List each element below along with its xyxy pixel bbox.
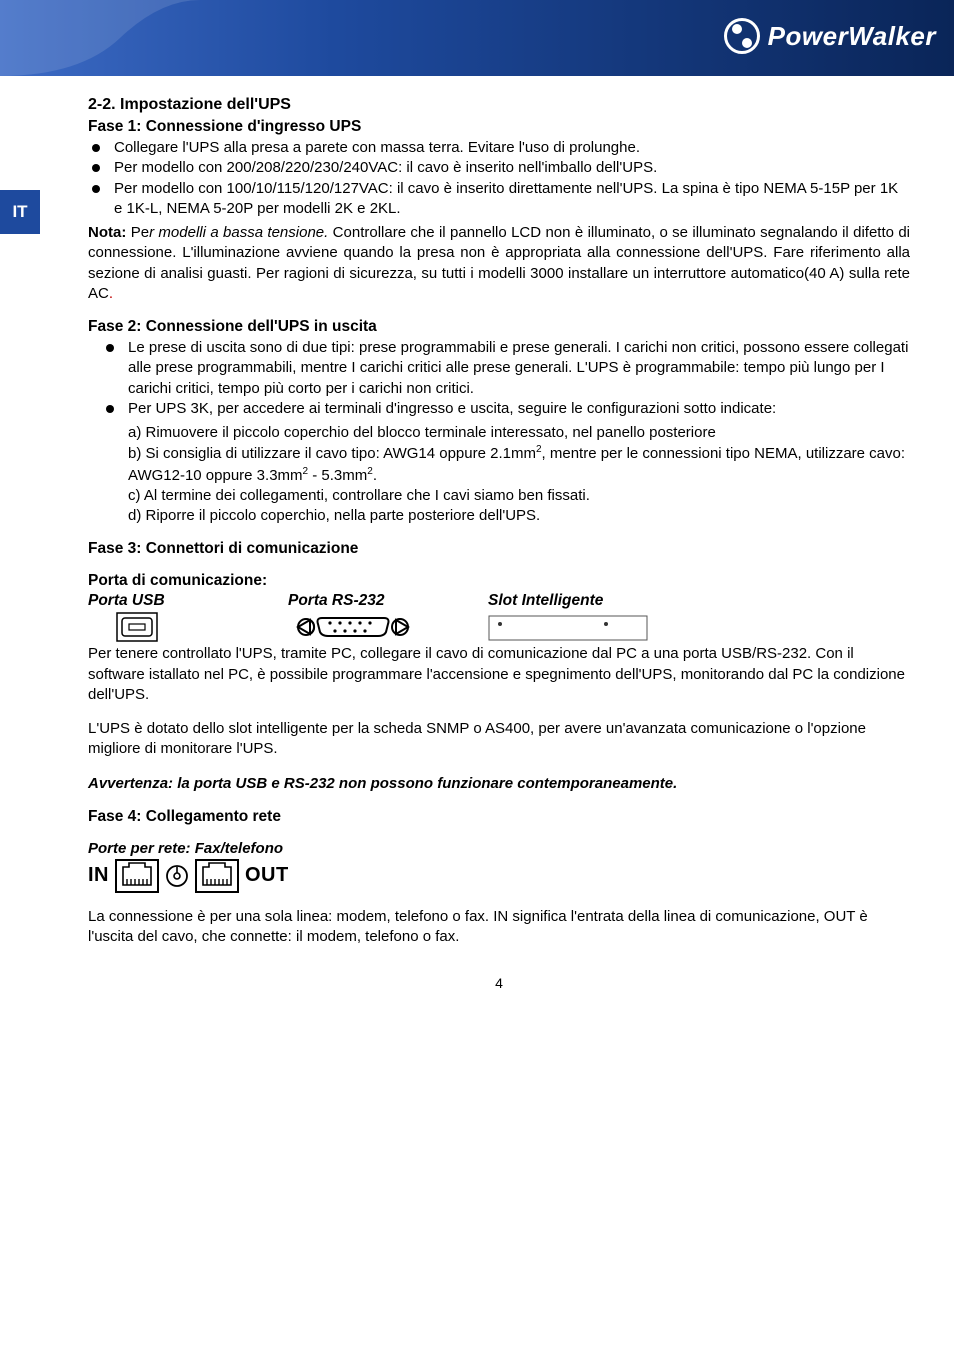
fase2-title: Fase 2: Connessione dell'UPS in uscita — [88, 318, 910, 336]
out-label: OUT — [245, 864, 289, 887]
header-curve-decoration — [0, 0, 200, 76]
header-banner: PowerWalker — [0, 0, 954, 76]
port-usb-col: Porta USB — [88, 592, 288, 644]
fase2-bullets: Le prese di uscita sono di due tipi: pre… — [88, 338, 910, 419]
port-rs232-col: Porta RS-232 — [288, 592, 488, 644]
fase3-warning: Avvertenza: la porta USB e RS-232 non po… — [88, 774, 910, 794]
rj-in-icon — [115, 859, 159, 893]
list-item: Per modello con 100/10/115/120/127VAC: i… — [88, 179, 910, 220]
porta-comunicazione-title: Porta di comunicazione: — [88, 572, 910, 590]
port-slot-col: Slot Intelligente — [488, 592, 688, 644]
list-item: Per modello con 200/208/220/230/240VAC: … — [88, 158, 910, 178]
nota-italic: r modelli a bassa tensione. — [149, 224, 328, 241]
fase4-body: La connessione è per una sola linea: mod… — [88, 907, 910, 948]
section-title: 2-2. Impostazione dell'UPS — [88, 96, 910, 114]
sub-a: a) Rimuovere il piccolo coperchio del bl… — [128, 423, 910, 443]
nota-dot: . — [109, 285, 113, 302]
sub-c: c) Al termine dei collegamenti, controll… — [128, 486, 910, 506]
rs232-icon — [288, 610, 488, 644]
fase3-body2: L'UPS è dotato dello slot intelligente p… — [88, 719, 910, 760]
fase1-nota: Nota: Per modelli a bassa tensione. Cont… — [88, 223, 910, 304]
list-item: Le prese di uscita sono di due tipi: pre… — [88, 338, 910, 399]
rj-connector-row: IN OUT — [88, 859, 910, 893]
brand-logo: PowerWalker — [724, 18, 936, 54]
fase2-sublist: a) Rimuovere il piccolo coperchio del bl… — [88, 423, 910, 526]
port-usb-label: Porta USB — [88, 592, 288, 610]
port-rs232-label: Porta RS-232 — [288, 592, 488, 610]
port-slot-label: Slot Intelligente — [488, 592, 688, 610]
fase3-title: Fase 3: Connettori di comunicazione — [88, 540, 910, 558]
fase4-title: Fase 4: Collegamento rete — [88, 808, 910, 826]
fase3-body1: Per tenere controllato l'UPS, tramite PC… — [88, 644, 910, 705]
fase4-porte-title: Porte per rete: Fax/telefono — [88, 840, 910, 857]
slot-icon — [488, 610, 688, 644]
page-content: 2-2. Impostazione dell'UPS Fase 1: Conne… — [0, 76, 954, 1011]
ground-icon — [165, 864, 189, 888]
list-item: Per UPS 3K, per accedere ai terminali d'… — [88, 399, 910, 419]
in-label: IN — [88, 864, 109, 887]
nota-prefix: Pe — [131, 224, 149, 241]
page-number: 4 — [88, 975, 910, 991]
list-item: Collegare l'UPS alla presa a parete con … — [88, 138, 910, 158]
rj-out-icon — [195, 859, 239, 893]
ports-row: Porta USB Porta RS-232 — [88, 592, 910, 644]
brand-icon — [724, 18, 760, 54]
sub-d: d) Riporre il piccolo coperchio, nella p… — [128, 506, 910, 526]
usb-icon — [88, 610, 288, 644]
fase1-bullets: Collegare l'UPS alla presa a parete con … — [88, 138, 910, 219]
brand-text: PowerWalker — [768, 21, 936, 52]
fase1-title: Fase 1: Connessione d'ingresso UPS — [88, 118, 910, 136]
sub-b: b) Si consiglia di utilizzare il cavo ti… — [128, 443, 910, 486]
nota-label: Nota: — [88, 224, 126, 241]
